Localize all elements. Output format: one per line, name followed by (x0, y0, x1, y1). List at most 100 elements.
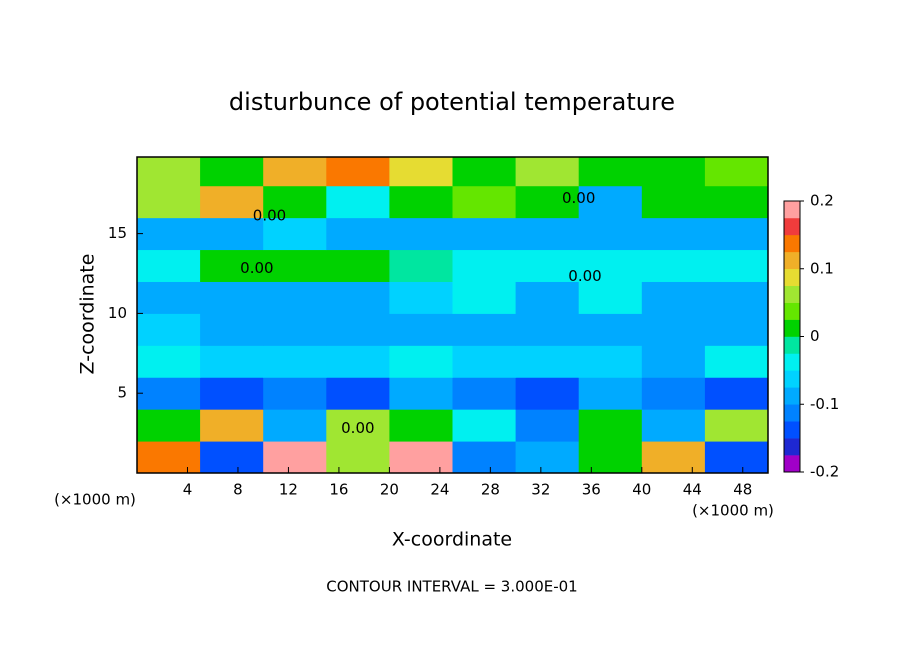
heat-cell (452, 313, 517, 346)
heat-cell (515, 185, 580, 219)
heat-cell (452, 185, 517, 219)
heat-cell (389, 345, 453, 378)
heat-cell (515, 157, 580, 187)
colorbar-swatch (784, 201, 800, 219)
x-unit-label: (×1000 m) (692, 502, 774, 520)
heat-cell (578, 345, 643, 378)
heat-cell (200, 217, 264, 251)
y-tick-label: 5 (117, 384, 127, 402)
heat-cell (641, 345, 706, 378)
heat-cell (200, 345, 264, 378)
heat-cell (641, 441, 706, 474)
heat-cell (704, 157, 769, 187)
heat-cell (389, 409, 453, 442)
heat-cell (641, 377, 706, 410)
contour-label: 0.00 (240, 259, 273, 277)
heat-cell (704, 441, 769, 474)
heat-cell (137, 345, 201, 378)
heat-cell (452, 157, 517, 187)
colorbar-swatch (784, 353, 800, 371)
heat-cell (452, 377, 517, 410)
heat-cell (200, 281, 264, 314)
heat-cell (704, 185, 769, 219)
heat-cell (200, 157, 264, 187)
heat-cell (263, 157, 327, 187)
heat-cell (263, 313, 327, 346)
y-tick-label: 15 (108, 224, 127, 242)
x-tick-label: 48 (733, 481, 752, 499)
colorbar-swatch (784, 251, 800, 270)
contour-label: 0.00 (253, 207, 286, 225)
heat-cell (452, 217, 517, 251)
heat-cell (641, 313, 706, 346)
heat-cell (137, 249, 201, 282)
heat-cell (452, 345, 517, 378)
heat-cell (389, 157, 453, 187)
x-tick-label: 12 (279, 481, 298, 499)
heat-cell (389, 185, 453, 219)
heat-cell (389, 313, 453, 346)
colorbar-swatch (784, 370, 800, 388)
heat-cell (137, 313, 201, 346)
y-axis-label: Z-coordinate (77, 254, 99, 375)
colorbar-swatch (784, 234, 800, 253)
heat-cell (704, 249, 769, 282)
heat-cell (704, 345, 769, 378)
heat-cell (515, 441, 580, 474)
colorbar-swatch (784, 455, 800, 473)
chart-title: disturbunce of potential temperature (229, 88, 675, 116)
x-tick-label: 4 (183, 481, 193, 499)
colorbar-swatch (784, 217, 800, 236)
heat-cell (389, 441, 453, 474)
x-tick-label: 32 (531, 481, 550, 499)
heat-cell (263, 409, 327, 442)
heat-cell (200, 313, 264, 346)
colorbar-swatch (784, 336, 800, 354)
heat-cell (515, 249, 580, 282)
heat-cell (452, 281, 517, 314)
heat-cell (263, 249, 327, 282)
x-axis-label: X-coordinate (392, 529, 512, 551)
heat-cell (326, 185, 390, 219)
contour-label: 0.00 (562, 189, 595, 207)
heat-cell (641, 249, 706, 282)
colorbar-swatch (784, 404, 800, 422)
heat-cell (326, 377, 390, 410)
plot-frame (136, 156, 769, 474)
heat-cell (704, 217, 769, 251)
heat-cell (578, 281, 643, 314)
heat-cell (389, 217, 453, 251)
heat-cell (137, 441, 201, 474)
colorbar-tick-label: 0.2 (810, 192, 834, 210)
colorbar-swatch (784, 285, 800, 303)
heat-cell (578, 377, 643, 410)
x-tick-label: 44 (683, 481, 702, 499)
heat-cell (137, 185, 201, 219)
heat-cell (200, 409, 264, 442)
footer: CONTOUR INTERVAL = 3.000E-01 (326, 578, 577, 596)
heat-cell (704, 409, 769, 442)
heat-cell (326, 157, 390, 187)
heat-cell (515, 217, 580, 251)
heat-cell (137, 157, 201, 187)
heat-cell (263, 377, 327, 410)
heat-cell (389, 249, 453, 282)
heat-cell (137, 281, 201, 314)
heat-cell (704, 377, 769, 410)
x-tick-label: 40 (632, 481, 651, 499)
heat-cell (515, 409, 580, 442)
heat-cell (641, 217, 706, 251)
heat-cell (452, 441, 517, 474)
contour-label: 0.00 (568, 267, 601, 285)
heat-cell (263, 345, 327, 378)
colorbar-swatch (784, 421, 800, 439)
heat-cell (641, 157, 706, 187)
heat-cell (515, 377, 580, 410)
y-tick-label: 10 (108, 304, 127, 322)
heat-cell (515, 313, 580, 346)
heat-cell (641, 281, 706, 314)
heat-cell (641, 185, 706, 219)
colorbar-tick-label: -0.1 (810, 395, 839, 413)
x-tick-label: 24 (430, 481, 449, 499)
heat-cell (641, 409, 706, 442)
